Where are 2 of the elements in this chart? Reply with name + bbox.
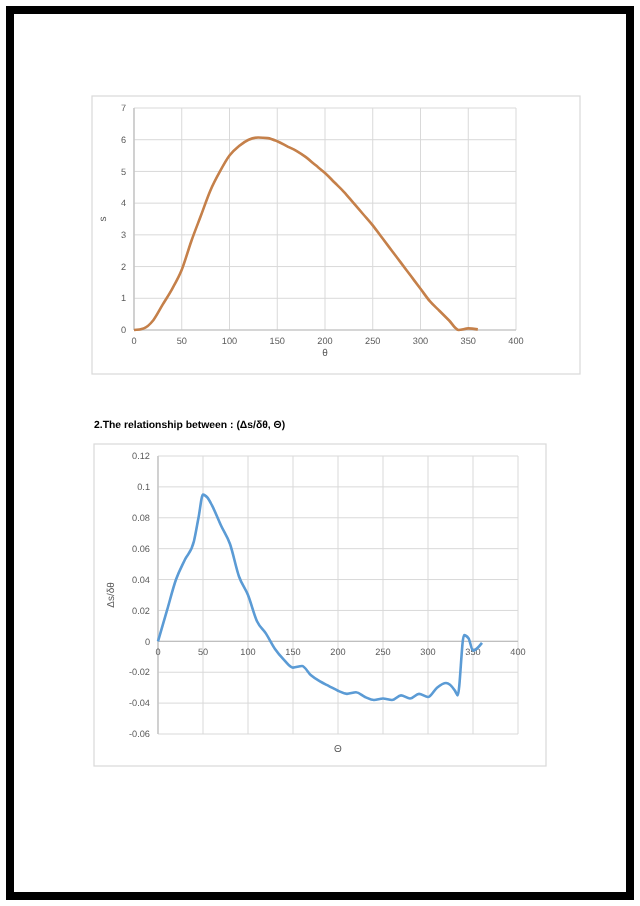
line-series bbox=[132, 136, 480, 332]
line-series bbox=[156, 493, 484, 702]
